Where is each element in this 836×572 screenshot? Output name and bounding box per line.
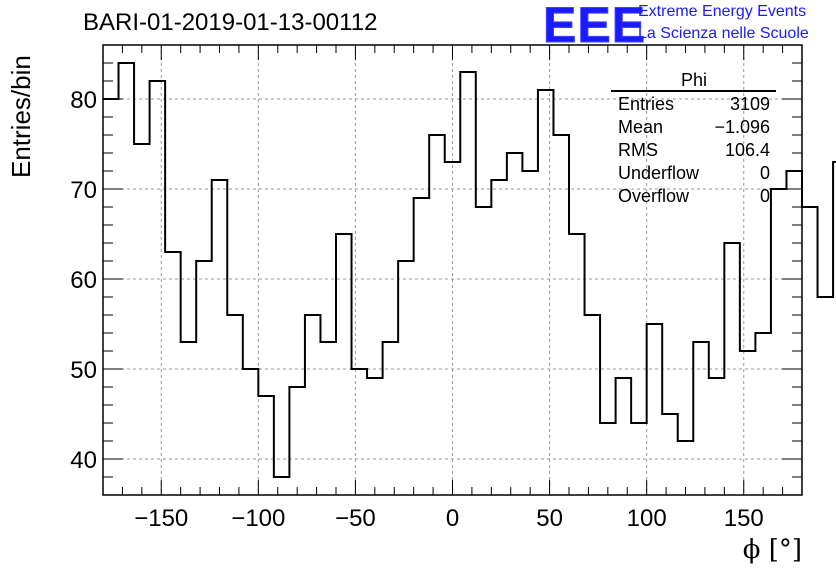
stats-row-label: Mean <box>618 117 663 137</box>
grid-lines <box>103 45 802 495</box>
stats-row-value: 106.4 <box>725 140 770 160</box>
x-tick-label: −50 <box>335 505 376 532</box>
logo-line-2: La Scienza nelle Scuole <box>638 25 809 42</box>
stats-row-value: 0 <box>760 186 770 206</box>
stats-row-value: −1.096 <box>714 117 770 137</box>
stats-row-label: Underflow <box>618 163 700 183</box>
stats-row-value: 0 <box>760 163 770 183</box>
x-tick-label: −150 <box>134 505 188 532</box>
eee-logo: EEE <box>542 0 647 54</box>
stats-row-label: Overflow <box>618 186 690 206</box>
logo-line-1: Extreme Energy Events <box>638 3 807 20</box>
y-axis-label: Entries/bin <box>6 55 36 178</box>
y-tick-label: 70 <box>70 177 97 204</box>
chart-title: BARI-01-2019-01-13-00112 <box>83 9 378 36</box>
stats-box-name: Phi <box>681 70 707 90</box>
stats-box: Phi Entries 3109 Mean −1.096 RMS 106.4 Underfl… <box>611 70 776 206</box>
y-tick-label: 60 <box>70 267 97 294</box>
x-tick-label: 0 <box>446 505 459 532</box>
y-tick-label: 50 <box>70 357 97 384</box>
x-tick-label: 150 <box>724 505 764 532</box>
y-tick-label: 40 <box>70 447 97 474</box>
axis-tick-labels: −150 −100 −50 0 50 100 150 40 50 60 70 80 <box>70 87 763 532</box>
x-tick-label: 100 <box>627 505 667 532</box>
x-axis-label: ϕ [°] <box>743 535 802 565</box>
stats-row-label: Entries <box>618 94 674 114</box>
x-tick-label: 50 <box>536 505 563 532</box>
stats-row-value: 3109 <box>730 94 770 114</box>
x-tick-label: −100 <box>231 505 285 532</box>
stats-row-label: RMS <box>618 140 658 160</box>
y-tick-label: 80 <box>70 87 97 114</box>
histogram-series-line <box>103 62 836 478</box>
